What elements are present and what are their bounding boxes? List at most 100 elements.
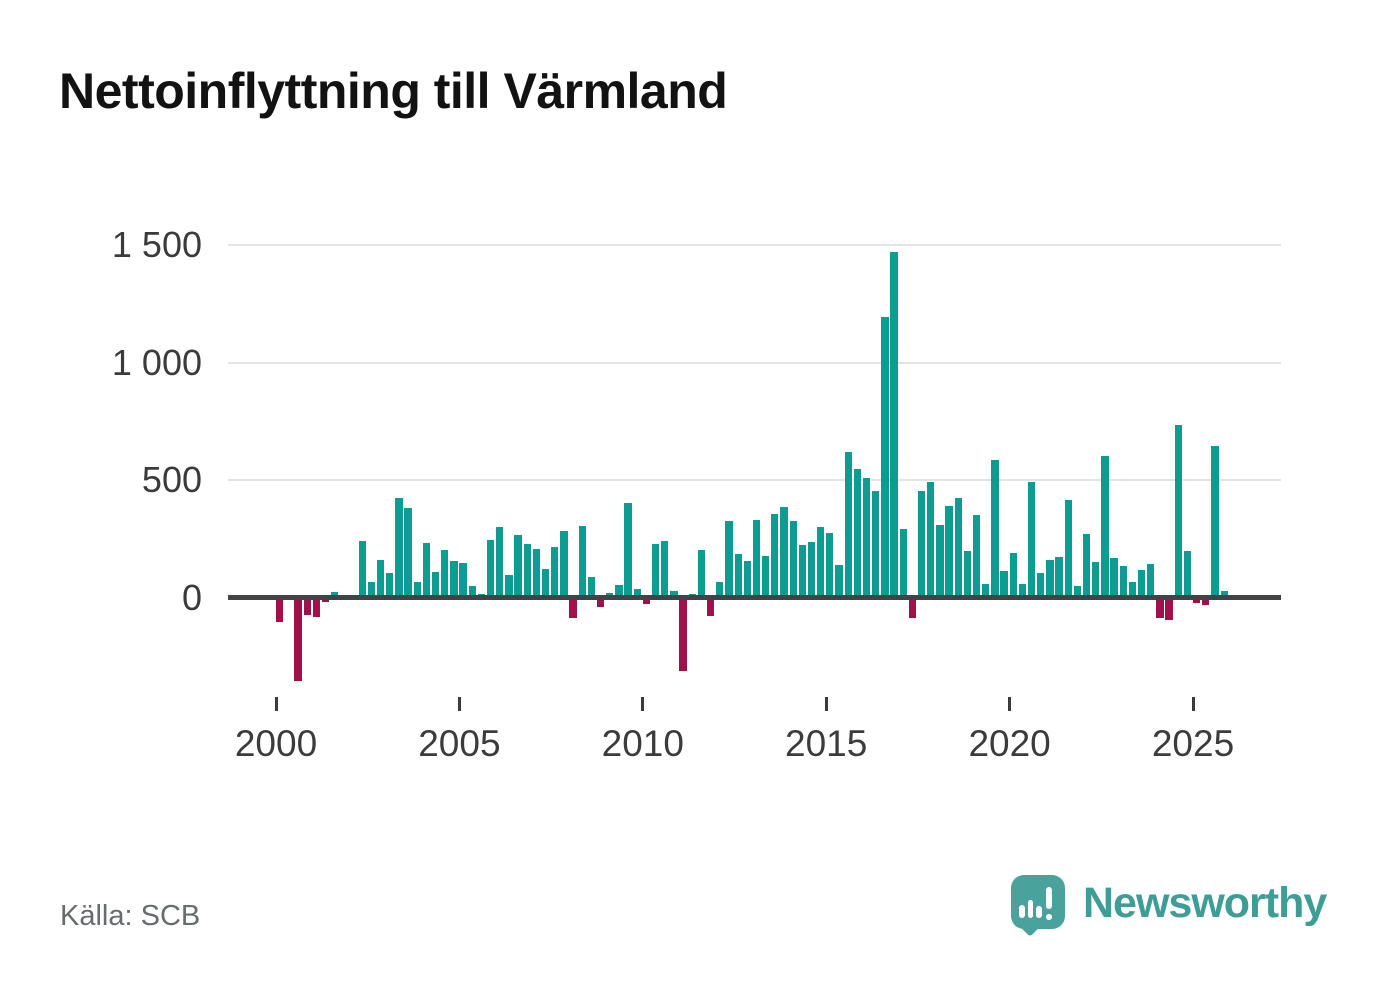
bar-2013K3 (771, 514, 779, 598)
bar-2018K1 (936, 524, 944, 598)
bar-2008K4 (596, 597, 605, 608)
bar-2012K2 (725, 520, 733, 598)
bar-2023K2 (1128, 582, 1137, 598)
bar-2004K1 (422, 542, 431, 598)
x-tick-2000 (274, 697, 278, 711)
bar-2024K3 (1174, 425, 1182, 598)
bar-2013K1 (752, 519, 761, 598)
x-axis-line (228, 595, 1281, 600)
gridline-1000 (228, 361, 1281, 364)
bar-2019K2 (982, 583, 990, 598)
bar-2016K3 (881, 317, 889, 598)
bar-2007K2 (541, 568, 550, 598)
bar-2002K2 (358, 540, 366, 598)
bar-2016K4 (890, 252, 898, 598)
bar-2023K3 (1137, 569, 1146, 598)
bar-2021K2 (1055, 556, 1063, 598)
bar-2021K4 (1073, 586, 1082, 598)
bar-2017K3 (917, 491, 926, 598)
bar-2014K1 (789, 520, 797, 598)
bar-2009K4 (633, 589, 641, 598)
bar-2008K1 (569, 597, 577, 619)
bar-2013K2 (762, 555, 770, 598)
bar-2010K1 (642, 597, 651, 604)
bar-2021K3 (1064, 499, 1072, 598)
bar-2002K3 (367, 581, 375, 598)
x-tick-label-2020: 2020 (968, 723, 1051, 764)
gridline-500 (228, 479, 1281, 481)
bar-2020K4 (1037, 572, 1045, 598)
bar-2018K2 (945, 506, 953, 598)
bar-2014K3 (807, 542, 816, 598)
bar-2004K3 (441, 549, 449, 598)
bar-2025K3 (1211, 445, 1219, 598)
bar-2017K4 (927, 481, 935, 598)
newsworthy-logo-text: Newsworthy (1083, 879, 1327, 927)
bar-2016K1 (862, 478, 871, 598)
bar-2019K1 (972, 515, 981, 598)
bar-2023K4 (1147, 564, 1155, 598)
bar-2012K4 (743, 560, 751, 598)
bar-2004K4 (450, 560, 458, 598)
bar-2005K4 (486, 539, 495, 598)
bar-2001K3 (331, 591, 339, 598)
bar-2007K4 (560, 530, 568, 598)
bar-2016K2 (872, 491, 880, 598)
bar-2024K4 (1183, 550, 1192, 598)
logo-exclamation-dot-icon (1045, 914, 1052, 920)
bar-2002K4 (376, 559, 385, 598)
bar-2017K1 (899, 528, 907, 598)
x-tick-2010 (641, 697, 645, 711)
bar-2010K3 (661, 540, 669, 598)
bar-2019K4 (1000, 571, 1008, 598)
bar-2025K1 (1193, 597, 1201, 604)
bar-2021K1 (1046, 559, 1054, 598)
logo-bar-icon (1027, 900, 1033, 918)
chart-title: Nettoinflyttning till Värmland (59, 63, 728, 119)
logo-bar-icon (1019, 905, 1025, 918)
bar-2003K2 (395, 497, 403, 598)
bar-2015K4 (853, 468, 861, 598)
newsworthy-logo: Newsworthy (1011, 875, 1331, 945)
y-tick-label-1000: 1 000 (111, 341, 202, 383)
bar-2025K2 (1202, 597, 1210, 606)
gridline-1500 (228, 244, 1281, 246)
bar-2011K3 (697, 549, 706, 598)
bar-2006K4 (523, 544, 531, 598)
bar-2020K2 (1018, 583, 1027, 598)
bar-2022K4 (1110, 557, 1118, 598)
bar-2012K1 (716, 581, 724, 598)
bar-2007K3 (551, 547, 559, 598)
bar-2022K3 (1101, 456, 1109, 598)
bar-2009K2 (615, 584, 623, 598)
logo-exclamation-icon (1045, 887, 1052, 909)
x-tick-2025 (1191, 697, 1195, 711)
x-tick-2015 (824, 697, 828, 711)
bar-2011K1 (679, 597, 687, 671)
x-tick-label-2010: 2010 (601, 723, 684, 764)
bar-2001K1 (312, 597, 320, 618)
y-tick-label-1500: 1 500 (111, 224, 202, 265)
x-tick-label-2015: 2015 (785, 723, 868, 764)
x-tick-label-2000: 2000 (234, 723, 318, 764)
bar-2003K4 (413, 581, 421, 598)
x-tick-2020 (1008, 697, 1012, 711)
bar-2006K1 (496, 526, 504, 598)
source-note: Källa: SCB (60, 900, 201, 932)
x-tick-label-2005: 2005 (418, 723, 501, 764)
y-tick-label-0: 0 (181, 576, 202, 618)
bar-2000K3 (294, 597, 302, 682)
bar-2015K1 (826, 533, 834, 598)
bar-2006K3 (514, 534, 522, 598)
bar-2003K1 (386, 573, 394, 598)
bar-2018K4 (963, 550, 972, 598)
bar-2000K4 (303, 597, 311, 615)
bar-2003K3 (404, 507, 412, 598)
bar-2024K1 (1156, 597, 1164, 619)
x-tick-label-2025: 2025 (1151, 723, 1235, 764)
y-tick-label-500: 500 (141, 459, 202, 500)
bar-2015K2 (835, 564, 843, 598)
bar-2000K1 (276, 597, 284, 623)
bar-2008K2 (578, 525, 586, 598)
